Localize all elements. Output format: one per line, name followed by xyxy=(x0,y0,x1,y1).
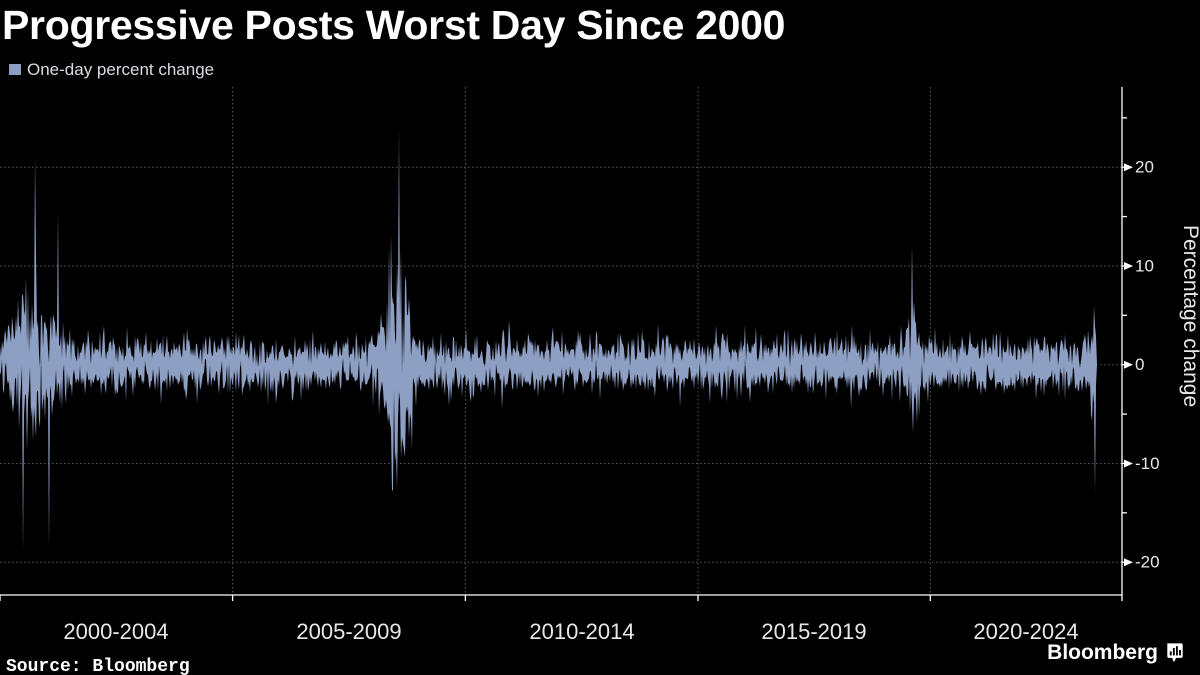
svg-text:10: 10 xyxy=(1135,256,1154,275)
svg-text:20: 20 xyxy=(1135,158,1154,177)
svg-text:0: 0 xyxy=(1135,355,1144,374)
svg-text:-10: -10 xyxy=(1135,454,1160,473)
svg-text:-20: -20 xyxy=(1135,553,1160,572)
